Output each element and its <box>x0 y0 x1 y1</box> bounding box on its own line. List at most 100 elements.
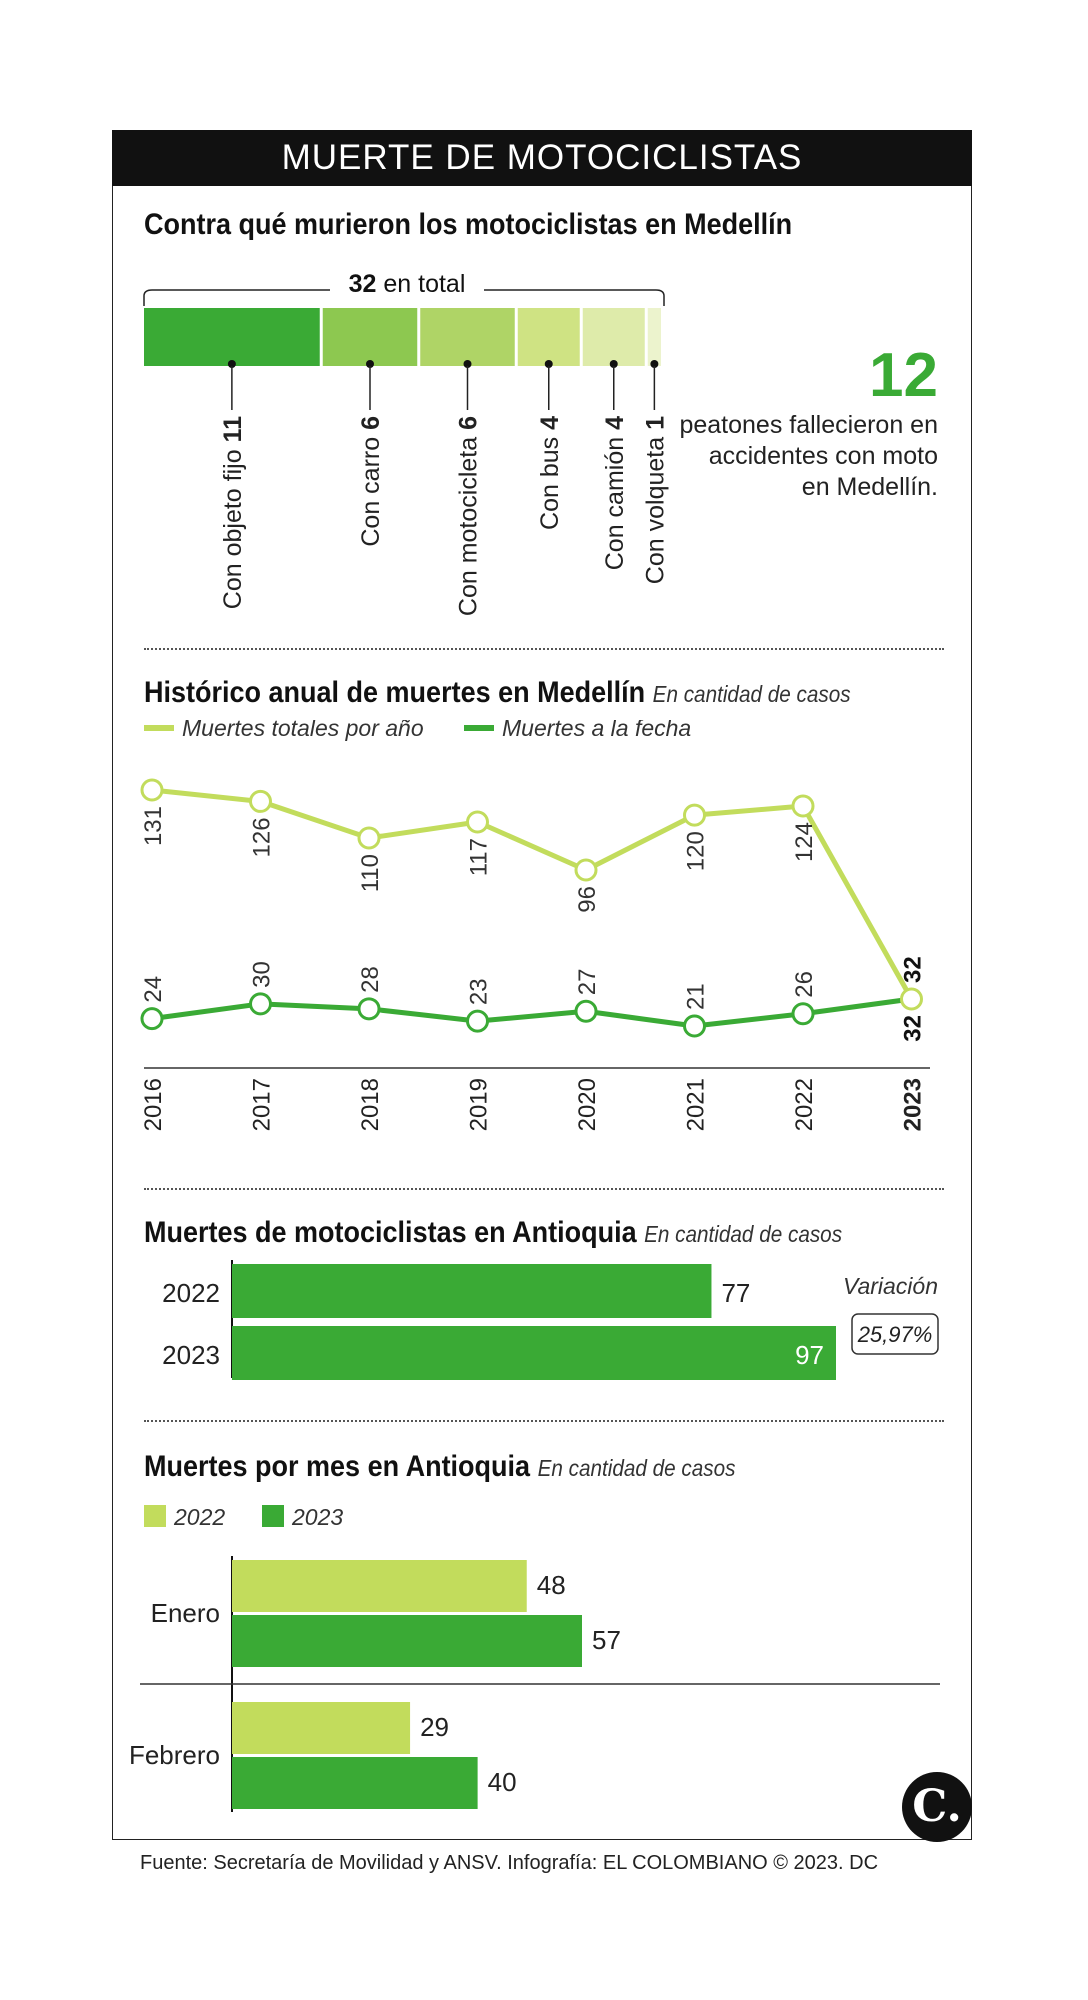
data-label: 23 <box>466 978 493 1005</box>
data-label: 32 <box>900 1015 927 1042</box>
data-label: 96 <box>574 886 601 913</box>
value-label: 40 <box>488 1767 517 1797</box>
segment-label-text: Con camión <box>601 430 629 570</box>
category-label: 2023 <box>162 1340 220 1370</box>
data-point <box>249 992 272 1016</box>
bar <box>232 1757 478 1809</box>
x-tick-label: 2019 <box>466 1078 493 1131</box>
segment-marker <box>650 360 659 368</box>
section-title-history: Histórico anual de muertes en Medellín E… <box>144 676 851 709</box>
variation-label: Variación <box>843 1273 938 1299</box>
stacked-bar-chart: 32 en total Con objeto fijo 11 Con carro 6… <box>143 270 669 616</box>
data-point <box>466 810 489 834</box>
segment-label-text: Con volqueta <box>641 430 669 584</box>
total-bracket <box>143 289 665 306</box>
bar-chart-antioquia: 2022 77 2023 97 Variación 25,97% <box>162 1260 939 1380</box>
data-label: 28 <box>357 966 384 993</box>
data-point <box>791 1002 815 1026</box>
value-label: 48 <box>537 1570 566 1600</box>
value-label: 97 <box>795 1340 824 1370</box>
data-label: 124 <box>791 822 818 862</box>
data-label: 126 <box>249 817 276 857</box>
bar <box>232 1326 836 1380</box>
x-tick-label: 2022 <box>791 1078 818 1131</box>
data-point <box>249 789 272 813</box>
segment-marker <box>544 360 553 368</box>
data-label: 120 <box>683 831 710 871</box>
value-label: 29 <box>420 1712 449 1742</box>
legend-swatch <box>262 1505 284 1527</box>
segment-value: 6 <box>357 416 385 430</box>
segment-marker <box>227 360 236 368</box>
category-label: Febrero <box>129 1740 220 1770</box>
legend-label: Muertes totales por año <box>182 720 424 741</box>
segment-marker <box>609 360 618 368</box>
segment-label: Con carro 6 <box>357 416 385 547</box>
series-line-totales <box>151 787 914 1001</box>
data-point <box>574 999 598 1023</box>
segment-bar <box>517 308 580 366</box>
data-label: 131 <box>140 806 167 846</box>
page-title: MUERTE DE MOTOCICLISTAS <box>112 130 972 186</box>
legend-label: 2023 <box>291 1504 343 1530</box>
legend-swatch <box>144 1505 166 1527</box>
legend-label: Muertes a la fecha <box>502 720 691 741</box>
data-point <box>683 1014 706 1038</box>
divider <box>144 1420 944 1422</box>
value-label: 77 <box>721 1278 750 1308</box>
data-label: 27 <box>574 969 601 996</box>
bar <box>232 1615 582 1667</box>
total-suffix: en total <box>376 270 465 298</box>
logo-icon: C. <box>902 1772 972 1842</box>
data-label: 32 <box>900 956 927 983</box>
line-chart: Muertes totales por año Muertes a la fech… <box>140 720 930 1131</box>
section-title-antioquia: Muertes de motociclistas en Antioquia En… <box>144 1216 843 1249</box>
bar <box>232 1560 527 1612</box>
bar <box>232 1702 411 1754</box>
variation-box <box>851 1313 939 1355</box>
data-point <box>900 987 923 1011</box>
segment-value: 11 <box>219 416 247 443</box>
segment-marker <box>463 360 472 368</box>
category-label: Enero <box>151 1598 220 1628</box>
segment-label: Con motocicleta 6 <box>455 416 483 616</box>
segment-bar <box>322 308 418 366</box>
pedestrians-number: 12 <box>869 341 938 410</box>
divider <box>144 648 944 650</box>
data-point <box>791 794 815 818</box>
segment-label: Con volqueta 1 <box>641 416 669 584</box>
data-label: 26 <box>791 971 818 998</box>
data-point <box>140 778 164 802</box>
legend-label: 2022 <box>173 1504 225 1530</box>
x-tick-label: 2023 <box>900 1078 927 1131</box>
total-label: 32 en total <box>349 270 466 298</box>
segment-value: 6 <box>455 416 483 430</box>
segment-label: Con objeto fijo 11 <box>219 416 247 609</box>
x-tick-label: 2020 <box>574 1078 601 1131</box>
pedestrians-text: peatones fallecieron en accidentes con m… <box>679 411 938 501</box>
value-label: 57 <box>592 1625 621 1655</box>
source-note: Fuente: Secretaría de Movilidad y ANSV. … <box>140 1852 879 1874</box>
segment-label-text: Con bus <box>536 430 564 530</box>
variation-value: 25,97% <box>857 1322 933 1347</box>
data-point <box>683 803 706 827</box>
data-label: 110 <box>357 854 384 892</box>
segment-label: Con bus 4 <box>536 416 564 530</box>
segment-bar <box>647 308 661 366</box>
data-point <box>140 1007 164 1031</box>
bar-chart-monthly: 2022 2023 Enero 48 57 Febrero 29 40 <box>129 1504 940 1812</box>
segment-label-text: Con motocicleta <box>455 430 483 616</box>
x-tick-label: 2017 <box>249 1078 276 1131</box>
data-label: 117 <box>466 838 493 876</box>
segment-bar <box>144 308 320 366</box>
bar <box>232 1264 712 1318</box>
data-point <box>574 858 598 882</box>
segment-value: 1 <box>641 416 669 430</box>
segment-label-text: Con carro <box>357 430 385 547</box>
data-label: 24 <box>140 976 167 1003</box>
data-point <box>357 997 381 1021</box>
x-tick-label: 2018 <box>357 1078 384 1131</box>
segment-value: 4 <box>601 416 629 430</box>
x-tick-label: 2016 <box>140 1078 167 1131</box>
series-line-fecha <box>151 996 912 1029</box>
